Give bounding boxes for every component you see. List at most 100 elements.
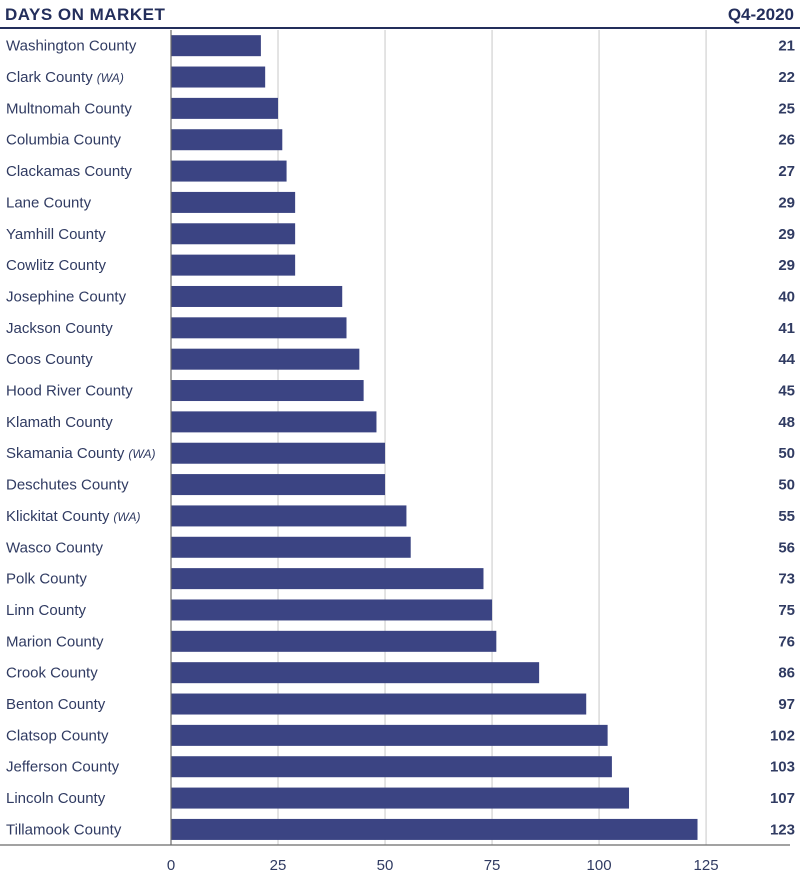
- category-name: Josephine County: [6, 288, 127, 305]
- bar-2: [171, 97, 279, 119]
- bar-5: [171, 191, 296, 213]
- category-label-10: Coos County: [6, 351, 93, 368]
- bar-1: [171, 66, 266, 88]
- bar-9: [171, 317, 347, 339]
- category-qualifier: (WA): [113, 510, 140, 524]
- category-qualifier: (WA): [128, 447, 155, 461]
- x-tick-label-75: 75: [484, 857, 501, 874]
- bar-21: [171, 693, 587, 715]
- category-name: Cowlitz County: [6, 257, 107, 274]
- bar-0: [171, 35, 261, 57]
- bar-18: [171, 599, 493, 621]
- category-label-4: Clackamas County: [6, 163, 132, 180]
- category-label-13: Skamania County (WA): [6, 445, 156, 462]
- category-label-22: Clatsop County: [6, 727, 109, 744]
- bar-3: [171, 129, 283, 151]
- category-label-0: Washington County: [6, 38, 137, 55]
- category-label-2: Multnomah County: [6, 100, 132, 117]
- header-rule: [0, 27, 800, 29]
- value-label-2: 25: [778, 100, 795, 117]
- category-name: Polk County: [6, 571, 87, 588]
- category-name: Columbia County: [6, 132, 122, 149]
- category-label-21: Benton County: [6, 696, 106, 713]
- value-label-18: 75: [778, 602, 795, 619]
- category-name: Lincoln County: [6, 790, 106, 807]
- category-name: Klamath County: [6, 414, 113, 431]
- bar-12: [171, 411, 377, 433]
- bar-13: [171, 442, 386, 464]
- category-label-16: Wasco County: [6, 539, 103, 556]
- category-qualifier: (WA): [97, 71, 124, 85]
- category-name: Jefferson County: [6, 759, 120, 776]
- bar-6: [171, 223, 296, 245]
- category-name: Hood River County: [6, 383, 133, 400]
- bar-10: [171, 348, 360, 370]
- category-label-18: Linn County: [6, 602, 87, 619]
- category-label-24: Lincoln County: [6, 790, 106, 807]
- category-name: Clatsop County: [6, 727, 109, 744]
- x-tick-label-0: 0: [167, 857, 175, 874]
- category-name: Multnomah County: [6, 100, 132, 117]
- category-name: Coos County: [6, 351, 93, 368]
- bar-16: [171, 536, 411, 558]
- value-label-21: 97: [778, 696, 795, 713]
- x-tick-label-25: 25: [270, 857, 287, 874]
- category-name: Klickitat County: [6, 508, 110, 525]
- value-label-24: 107: [770, 790, 795, 807]
- category-name: Washington County: [6, 38, 137, 55]
- category-label-8: Josephine County: [6, 288, 127, 305]
- category-label-6: Yamhill County: [6, 226, 106, 243]
- category-name: Wasco County: [6, 539, 103, 556]
- category-label-25: Tillamook County: [6, 821, 122, 838]
- bar-14: [171, 474, 386, 496]
- value-label-22: 102: [770, 727, 795, 744]
- value-label-3: 26: [778, 132, 795, 149]
- bar-7: [171, 254, 296, 276]
- category-name: Jackson County: [6, 320, 113, 337]
- value-label-8: 40: [778, 288, 795, 305]
- value-label-23: 103: [770, 759, 795, 776]
- category-name: Lane County: [6, 194, 92, 211]
- value-label-20: 86: [778, 665, 795, 682]
- value-label-17: 73: [778, 571, 795, 588]
- value-label-16: 56: [778, 539, 795, 556]
- category-label-9: Jackson County: [6, 320, 113, 337]
- bar-4: [171, 160, 287, 182]
- category-name: Linn County: [6, 602, 87, 619]
- value-label-10: 44: [778, 351, 795, 368]
- bar-22: [171, 724, 608, 746]
- value-label-25: 123: [770, 821, 795, 838]
- chart-title: DAYS ON MARKET: [5, 5, 166, 24]
- category-label-5: Lane County: [6, 194, 92, 211]
- category-label-20: Crook County: [6, 665, 98, 682]
- category-label-19: Marion County: [6, 633, 104, 650]
- bar-17: [171, 568, 484, 590]
- category-label-7: Cowlitz County: [6, 257, 107, 274]
- bar-11: [171, 380, 364, 402]
- category-name: Tillamook County: [6, 821, 122, 838]
- category-label-1: Clark County (WA): [6, 69, 124, 86]
- bar-25: [171, 818, 698, 840]
- bar-23: [171, 756, 612, 778]
- value-label-11: 45: [778, 383, 795, 400]
- value-label-6: 29: [778, 226, 795, 243]
- category-name: Crook County: [6, 665, 98, 682]
- category-name: Deschutes County: [6, 477, 129, 494]
- value-label-7: 29: [778, 257, 795, 274]
- value-label-12: 48: [778, 414, 795, 431]
- value-label-4: 27: [778, 163, 795, 180]
- category-name: Skamania County: [6, 445, 125, 462]
- category-label-15: Klickitat County (WA): [6, 508, 140, 525]
- category-label-23: Jefferson County: [6, 759, 120, 776]
- value-label-13: 50: [778, 445, 795, 462]
- value-label-5: 29: [778, 194, 795, 211]
- category-label-11: Hood River County: [6, 383, 133, 400]
- x-tick-label-50: 50: [377, 857, 394, 874]
- bar-19: [171, 630, 497, 652]
- category-name: Marion County: [6, 633, 104, 650]
- category-label-17: Polk County: [6, 571, 87, 588]
- x-tick-label-100: 100: [587, 857, 612, 874]
- bar-24: [171, 787, 630, 809]
- category-label-12: Klamath County: [6, 414, 113, 431]
- category-name: Benton County: [6, 696, 106, 713]
